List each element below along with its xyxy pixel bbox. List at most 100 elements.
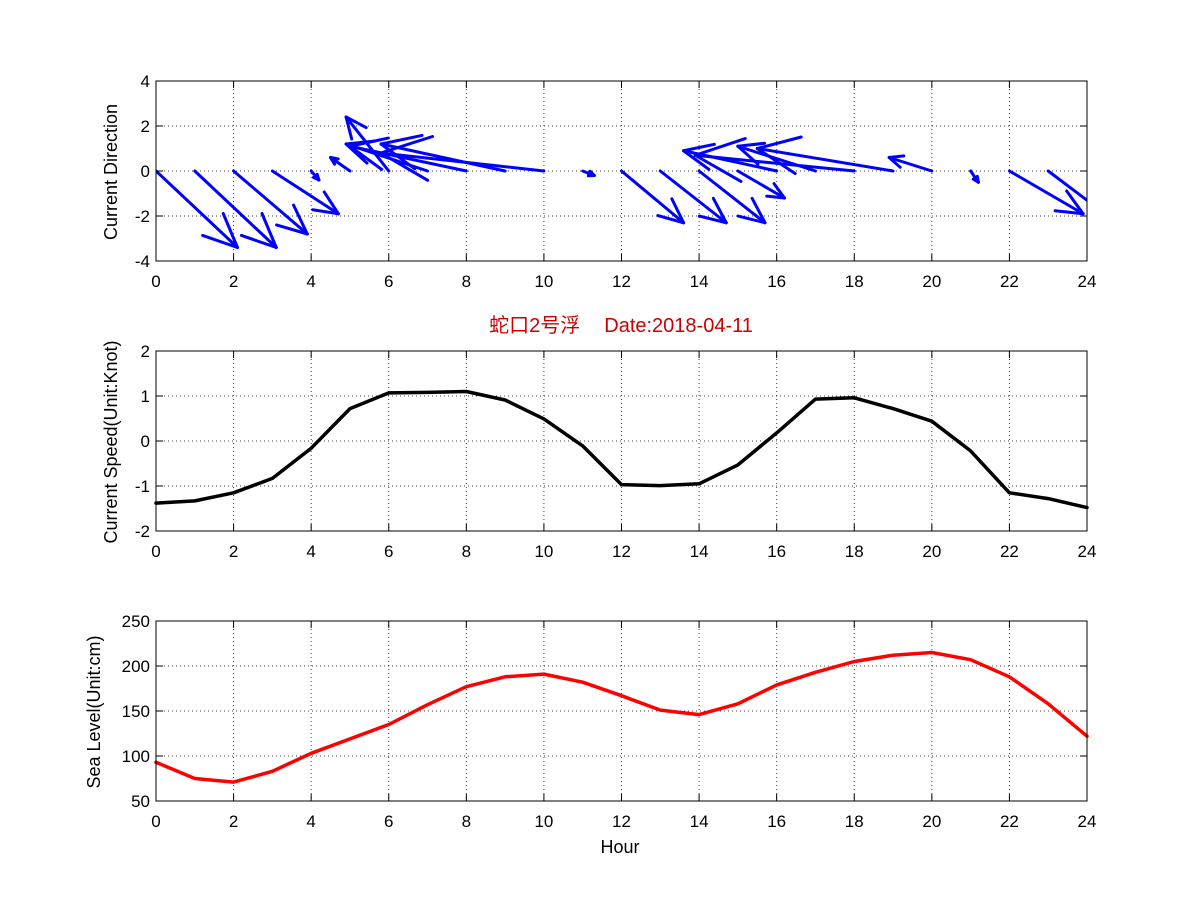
vector-head-left: [275, 223, 309, 236]
current-direction-ytick-label: 4: [141, 72, 150, 91]
vector-head-right: [329, 156, 337, 166]
sea-level-xtick-label: 14: [690, 812, 709, 831]
vector-head-right: [379, 142, 417, 171]
vector-head-right: [315, 172, 321, 182]
current-direction-ytick-label: -4: [135, 252, 150, 271]
vector-head-left: [755, 135, 803, 150]
current-direction-xtick-label: 24: [1078, 272, 1097, 291]
vector-head-left: [348, 136, 390, 148]
sea-level-ytick-label: 100: [122, 747, 150, 766]
chart-title-station: 蛇口2号浮: [489, 314, 580, 337]
current-direction-xtick-label: 20: [922, 272, 941, 291]
current-speed-ytick-label: -2: [135, 522, 150, 541]
current-direction-xtick-label: 18: [845, 272, 864, 291]
vector-head-right: [711, 196, 728, 225]
vector-arrow: [232, 169, 309, 236]
sea-level-line: [154, 650, 1089, 784]
current-speed-ylabel: Current Speed(Unit:Knot): [101, 340, 121, 543]
vector-shaft: [232, 169, 309, 236]
vector-shaft: [270, 169, 340, 216]
current-speed-ytick-label: 0: [141, 432, 150, 451]
current-speed-xtick-label: 12: [612, 542, 631, 561]
current-speed-ytick-label: -1: [135, 477, 150, 496]
current-direction-xtick-label: 14: [690, 272, 709, 291]
vector-head-left: [344, 115, 368, 130]
current-direction-xtick-label: 2: [229, 272, 238, 291]
vector-head-right: [292, 203, 309, 236]
vector-shaft: [156, 169, 239, 249]
vector-shaft: [379, 142, 507, 173]
current-direction-ytick-label: -2: [135, 207, 150, 226]
vector-shaft: [1046, 169, 1087, 203]
sea-level-xtick-label: 0: [151, 812, 160, 831]
vector-arrow: [736, 169, 786, 200]
vector-shaft: [620, 169, 686, 225]
vector-head-right: [221, 211, 239, 249]
sea-level-xtick-label: 4: [306, 812, 315, 831]
vector-head-left: [379, 135, 435, 155]
vector-head-left: [201, 233, 239, 249]
sea-level-ytick-label: 150: [122, 702, 150, 721]
vector-shaft: [1007, 169, 1085, 216]
vector-head-left: [239, 233, 278, 249]
vector-arrow: [969, 169, 980, 184]
current-speed-xtick-label: 16: [767, 542, 786, 561]
vector-shaft: [697, 169, 767, 225]
vector-head-right: [670, 197, 686, 225]
current-speed-xtick-label: 22: [1000, 542, 1019, 561]
vector-arrow: [309, 169, 321, 182]
sea-level-xtick-label: 2: [229, 812, 238, 831]
current-direction-xtick-label: 0: [151, 272, 160, 291]
current-direction-xtick-label: 12: [612, 272, 631, 291]
current-direction-xtick-label: 22: [1000, 272, 1019, 291]
sea-level-xlabel: Hour: [600, 837, 639, 857]
current-speed-xtick-label: 18: [845, 542, 864, 561]
vector-head-right: [772, 182, 786, 200]
vector-head-right: [975, 174, 980, 184]
sea-level-ytick-label: 50: [131, 792, 150, 811]
vector-head-right: [887, 156, 902, 169]
current-direction-ytick-label: 0: [141, 162, 150, 181]
vector-arrow: [379, 135, 546, 182]
current-direction-xtick-label: 8: [462, 272, 471, 291]
vector-head-left: [736, 214, 767, 225]
vector-arrow: [379, 133, 507, 173]
sea-level-xtick-label: 16: [767, 812, 786, 831]
vector-arrow: [755, 135, 895, 176]
sea-level-xtick-label: 12: [612, 812, 631, 831]
current-direction-vectors: [156, 115, 1087, 249]
vector-head-left: [697, 214, 728, 225]
current-speed-xtick-label: 0: [151, 542, 160, 561]
current-speed-xtick-label: 8: [462, 542, 471, 561]
current-direction-xtick-label: 6: [384, 272, 393, 291]
vector-shaft: [693, 153, 856, 173]
vector-shaft: [348, 144, 468, 173]
vector-head-right: [682, 149, 711, 171]
current-speed-xtick-label: 6: [384, 542, 393, 561]
vector-shaft: [887, 156, 934, 173]
vector-arrow: [1046, 169, 1087, 203]
current-speed-ytick-label: 2: [141, 342, 150, 361]
current-speed-xtick-label: 24: [1078, 542, 1097, 561]
vector-head-left: [1053, 209, 1085, 216]
current-direction-xtick-label: 16: [767, 272, 786, 291]
sea-level-ylabel: Sea Level(Unit:cm): [84, 635, 104, 788]
vector-shaft: [379, 151, 546, 173]
sea-level-ytick-label: 200: [122, 657, 150, 676]
vector-arrow: [193, 169, 278, 249]
current-direction-ytick-label: 2: [141, 117, 150, 136]
vector-head-left: [765, 194, 786, 200]
vector-arrow: [581, 169, 596, 178]
sea-level-xtick-label: 18: [845, 812, 864, 831]
current-speed-line: [154, 389, 1089, 510]
vector-head-right: [379, 151, 430, 182]
vector-shaft: [755, 147, 895, 173]
chart-title-date: Date:2018-04-11: [604, 315, 753, 337]
